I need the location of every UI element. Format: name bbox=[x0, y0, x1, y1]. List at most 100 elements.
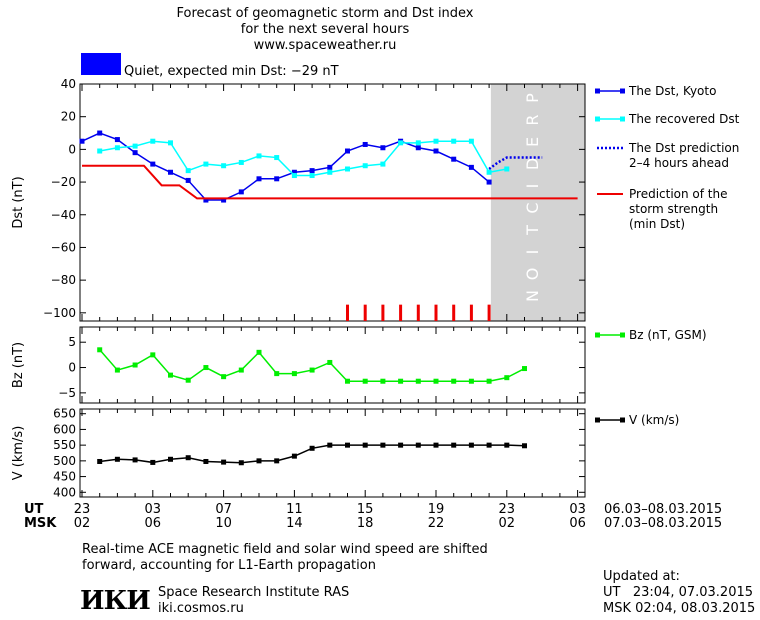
y-axis-label: V (km/s) bbox=[11, 426, 26, 481]
storm-bar bbox=[346, 304, 349, 321]
prediction-label-letter: T bbox=[523, 225, 542, 236]
ut-tick-label: 23 bbox=[73, 502, 91, 517]
data-point bbox=[238, 367, 244, 373]
y-tick-label: 0 bbox=[68, 142, 76, 156]
data-point bbox=[362, 378, 368, 384]
legend-entry: The Dst, Kyoto bbox=[595, 84, 716, 98]
msk-tick-label: 18 bbox=[356, 516, 374, 531]
data-point bbox=[274, 371, 280, 377]
data-point bbox=[238, 189, 244, 195]
data-point bbox=[291, 453, 297, 459]
y-axis-label: Bz (nT) bbox=[11, 342, 26, 388]
y-tick-label: −20 bbox=[51, 175, 76, 189]
data-point bbox=[168, 456, 173, 462]
institute-link[interactable]: iki.cosmos.ru bbox=[158, 601, 244, 616]
data-point bbox=[150, 459, 156, 465]
data-point bbox=[486, 442, 492, 448]
data-point bbox=[203, 458, 209, 464]
data-point bbox=[398, 140, 404, 146]
prediction-label-letter: I bbox=[523, 184, 542, 189]
data-point bbox=[451, 138, 457, 144]
legend-label: (min Dst) bbox=[629, 217, 685, 231]
data-point bbox=[114, 137, 120, 143]
iki-logo: ИКИ bbox=[80, 586, 151, 616]
storm-bar bbox=[416, 304, 420, 321]
ut-tick-label: 03 bbox=[144, 502, 162, 517]
data-point bbox=[221, 163, 227, 169]
msk-date-range: 07.03–08.03.2015 bbox=[604, 516, 723, 531]
panel-frame bbox=[79, 408, 586, 498]
legend-label: The Dst prediction bbox=[628, 141, 739, 155]
ut-tick-label: 03 bbox=[569, 502, 586, 517]
storm-bar bbox=[469, 304, 473, 321]
panel-2: 5 0 −5 Bz (nT) bbox=[11, 326, 586, 404]
y-tick-label: 450 bbox=[53, 470, 76, 484]
data-point bbox=[433, 148, 439, 154]
data-point bbox=[415, 145, 421, 151]
y-tick-label: 600 bbox=[53, 422, 76, 436]
legend-label: V (km/s) bbox=[629, 413, 679, 427]
data-point bbox=[114, 145, 120, 151]
status-text: Quiet, expected min Dst: −29 nT bbox=[124, 64, 339, 79]
data-point bbox=[291, 169, 297, 175]
data-point bbox=[132, 362, 138, 368]
legend-marker bbox=[620, 116, 625, 122]
y-tick-label: 650 bbox=[53, 407, 76, 421]
legend-label: Prediction of the bbox=[629, 187, 728, 201]
data-point bbox=[168, 372, 173, 378]
msk-tick-label: 02 bbox=[498, 516, 516, 531]
data-point bbox=[398, 378, 404, 384]
data-point bbox=[132, 143, 138, 149]
storm-bar bbox=[452, 304, 456, 321]
storm-bar bbox=[363, 304, 367, 321]
y-tick-label: 0 bbox=[68, 361, 76, 375]
legend-marker bbox=[595, 332, 600, 338]
legend-label: The Dst, Kyoto bbox=[628, 84, 716, 98]
msk-tick-label: 22 bbox=[427, 516, 445, 531]
msk-tick-label: 06 bbox=[144, 516, 162, 531]
legend-entry: The recovered Dst bbox=[595, 112, 740, 126]
legend-marker bbox=[595, 417, 600, 423]
data-point bbox=[468, 164, 474, 170]
data-point bbox=[256, 176, 262, 182]
site-link[interactable]: www.spaceweather.ru bbox=[253, 38, 397, 53]
prediction-label-letter: D bbox=[523, 158, 542, 170]
storm-bar bbox=[434, 304, 438, 321]
data-point bbox=[345, 148, 350, 154]
msk-tick-label: 14 bbox=[286, 516, 303, 531]
data-point bbox=[504, 375, 510, 381]
prediction-label-letter: E bbox=[523, 137, 542, 147]
data-point bbox=[256, 153, 262, 159]
data-point bbox=[504, 166, 510, 172]
data-point bbox=[274, 155, 280, 161]
y-tick-label: −100 bbox=[43, 306, 76, 320]
prediction-label-letter: C bbox=[523, 202, 542, 213]
data-point bbox=[433, 138, 439, 144]
storm-bar bbox=[487, 304, 491, 321]
data-point bbox=[522, 366, 527, 372]
prediction-band bbox=[490, 84, 585, 321]
status-color-box bbox=[81, 53, 121, 75]
data-point bbox=[362, 163, 368, 169]
y-tick-label: −80 bbox=[51, 273, 76, 287]
data-point bbox=[203, 197, 209, 203]
legend-marker bbox=[595, 88, 600, 94]
ut-tick-label: 19 bbox=[427, 502, 445, 517]
prediction-label-letter: I bbox=[523, 250, 542, 255]
data-point bbox=[185, 177, 191, 183]
legend-label: 2–4 hours ahead bbox=[629, 156, 729, 170]
series-line-1-1 bbox=[99, 140, 507, 177]
data-point bbox=[97, 130, 103, 136]
panel-frame bbox=[79, 83, 586, 322]
prediction-label-letter: P bbox=[523, 93, 542, 103]
storm-bar bbox=[381, 304, 385, 321]
data-point bbox=[274, 458, 280, 464]
data-point bbox=[221, 197, 227, 203]
data-point bbox=[132, 150, 138, 156]
data-point bbox=[380, 161, 386, 167]
msk-axis-label: MSK bbox=[24, 516, 57, 531]
data-point bbox=[362, 442, 368, 448]
